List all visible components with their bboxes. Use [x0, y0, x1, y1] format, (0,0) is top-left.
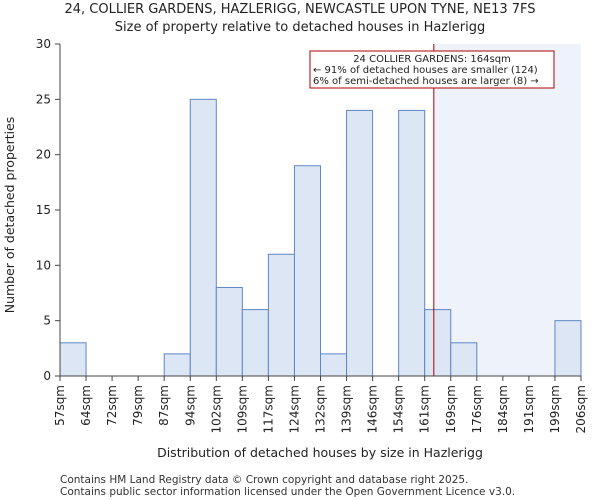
x-axis-label: Distribution of detached houses by size … — [157, 445, 483, 460]
y-tick-label: 15 — [36, 203, 51, 217]
chart-subtitle: Size of property relative to detached ho… — [115, 20, 485, 35]
x-tick-label: 206sqm — [574, 385, 588, 433]
y-tick-label: 25 — [36, 92, 51, 106]
x-tick-label: 132sqm — [314, 385, 328, 433]
bar-109sqm — [241, 309, 269, 377]
footer-line-2: Contains public sector information licen… — [60, 486, 515, 498]
annotation-line-2: ← 91% of detached houses are smaller (12… — [313, 65, 538, 76]
x-tick-label: 176sqm — [470, 385, 484, 433]
bar-124sqm — [293, 165, 322, 377]
bar-57sqm — [59, 342, 87, 377]
annotation-line-1: 24 COLLIER GARDENS: 164sqm — [353, 54, 511, 65]
bar-161sqm — [424, 309, 452, 377]
bars-group — [59, 98, 582, 377]
x-tick-label: 139sqm — [340, 385, 354, 433]
x-tick-label: 94sqm — [183, 385, 197, 426]
y-tick-label: 20 — [36, 148, 51, 162]
x-tick-label: 199sqm — [548, 385, 562, 433]
x-tick-label: 124sqm — [287, 385, 301, 433]
x-ticks: 57sqm 64sqm 72sqm 79sqm 87sqm 94sqm 102sqm 109s… — [53, 376, 588, 433]
x-tick-label: 102sqm — [209, 385, 223, 433]
x-tick-label: 109sqm — [235, 385, 249, 433]
y-tick-label: 10 — [36, 258, 51, 272]
x-tick-label: 117sqm — [261, 385, 275, 433]
y-ticks: 0 5 10 15 20 25 30 — [36, 37, 60, 383]
x-tick-label: 79sqm — [131, 385, 145, 426]
y-tick-label: 0 — [43, 369, 51, 383]
bar-94sqm — [189, 98, 217, 377]
x-tick-label: 57sqm — [53, 385, 67, 426]
x-tick-label: 191sqm — [522, 385, 536, 433]
x-tick-label: 146sqm — [366, 385, 380, 433]
bar-117sqm — [267, 253, 295, 377]
y-tick-label: 5 — [43, 314, 51, 328]
x-tick-label: 87sqm — [157, 385, 171, 426]
bar-132sqm — [320, 353, 348, 377]
x-tick-label: 154sqm — [392, 385, 406, 433]
annotation-frame — [309, 50, 555, 89]
bar-139sqm — [346, 109, 374, 377]
chart-title: 24, COLLIER GARDENS, HAZLERIGG, NEWCASTL… — [64, 2, 535, 17]
x-tick-label: 184sqm — [496, 385, 510, 433]
bar-154sqm — [398, 109, 426, 377]
x-tick-label: 169sqm — [444, 385, 458, 433]
annotation-box: 24 COLLIER GARDENS: 164sqm ← 91% of deta… — [309, 50, 555, 89]
x-tick-label: 64sqm — [79, 385, 93, 426]
bar-169sqm — [450, 342, 478, 377]
bar-102sqm — [215, 286, 243, 377]
annotation-line-3: 6% of semi-detached houses are larger (8… — [313, 76, 539, 87]
footer-line-1: Contains HM Land Registry data © Crown c… — [60, 474, 468, 486]
x-tick-label: 72sqm — [105, 385, 119, 426]
x-tick-label: 161sqm — [418, 385, 432, 433]
bar-199sqm — [554, 320, 582, 377]
y-tick-label: 30 — [36, 37, 51, 51]
bar-87sqm — [163, 353, 191, 377]
y-axis-label: Number of detached properties — [2, 117, 17, 314]
